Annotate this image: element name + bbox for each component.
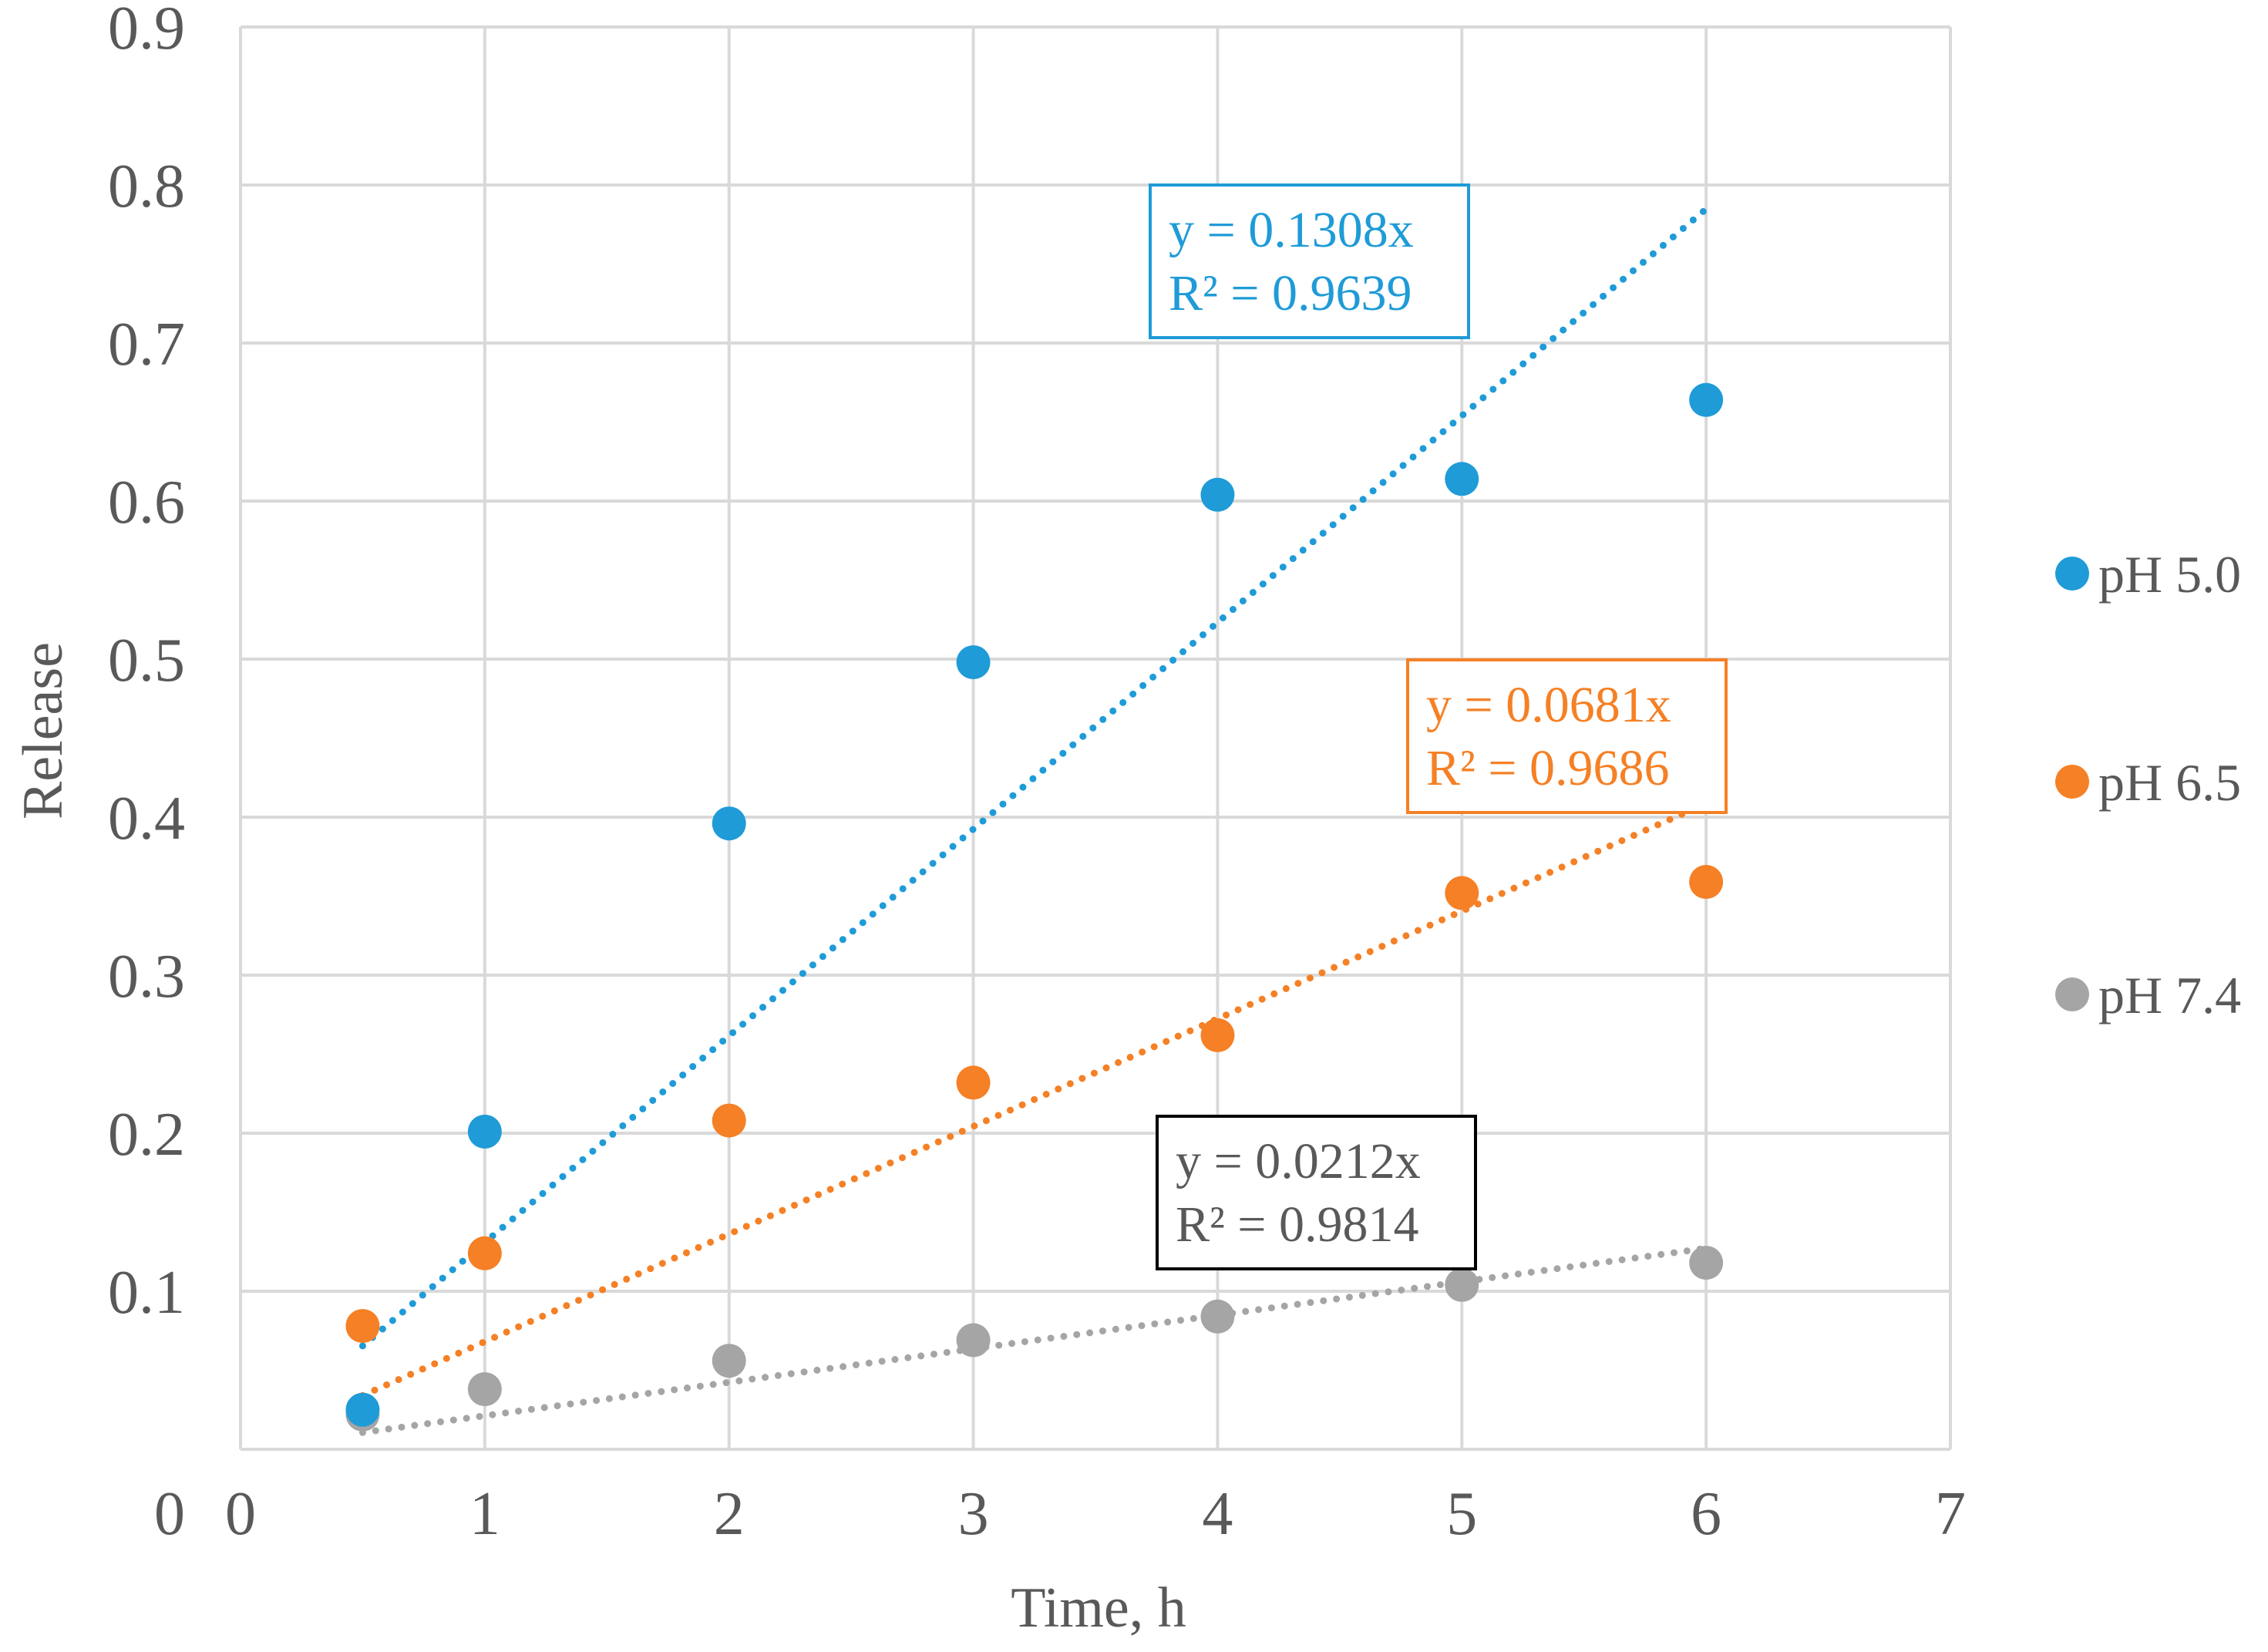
data-point [345, 1392, 380, 1427]
trendlines [358, 205, 1710, 1436]
y-tick-label: 0.9 [108, 0, 185, 62]
data-point [956, 1065, 991, 1100]
x-tick-label: 3 [958, 1480, 989, 1548]
data-point [1445, 876, 1479, 910]
y-tick-label: 0.4 [108, 785, 185, 853]
data-points [345, 382, 1724, 1432]
y-tick-label: 0.2 [108, 1101, 185, 1169]
data-point [1445, 462, 1479, 496]
data-point [712, 806, 746, 841]
y-tick-label: 0.5 [108, 627, 185, 695]
trendline [358, 205, 1710, 1350]
legend-label: pH 6.5 [2098, 753, 2241, 812]
equation-box [1149, 183, 1470, 339]
data-point [712, 1103, 746, 1138]
trendline-r-squared: R² = 0.9814 [1176, 1196, 1419, 1253]
legend-marker [2055, 977, 2089, 1011]
data-point [1445, 1267, 1479, 1302]
y-tick-label: 0.6 [108, 469, 185, 537]
y-tick-label: 0.7 [108, 311, 185, 379]
trendline-equation: y = 0.1308x [1169, 202, 1414, 258]
trendline-r-squared: R² = 0.9686 [1426, 740, 1670, 796]
y-tick-label: 0.1 [108, 1259, 185, 1327]
y-tick-label: 0.8 [108, 153, 185, 220]
trendline [358, 799, 1710, 1399]
x-tick-label: 0 [225, 1480, 256, 1548]
y-tick-label: 0.3 [108, 943, 185, 1011]
x-tick-label: 1 [469, 1480, 500, 1548]
trendline-equation: y = 0.0212x [1176, 1133, 1421, 1189]
data-point [956, 1323, 991, 1358]
legend: pH 5.0 pH 6.5 pH 7.4 [2055, 545, 2241, 1025]
legend-marker [2055, 765, 2089, 799]
data-point [1689, 382, 1724, 417]
data-point [1200, 477, 1235, 512]
data-point [1200, 1018, 1235, 1052]
data-point [467, 1114, 502, 1149]
data-point [467, 1236, 502, 1270]
y-axis-title: Release [12, 642, 75, 819]
x-tick-label: 6 [1691, 1480, 1721, 1548]
legend-label: pH 5.0 [2098, 545, 2241, 604]
data-point [956, 645, 991, 680]
x-tick-label: 2 [714, 1480, 745, 1548]
legend-marker [2055, 557, 2089, 590]
y-tick-label: 0 [154, 1480, 185, 1548]
data-point [1200, 1299, 1235, 1334]
equation-box [1156, 1115, 1477, 1270]
x-tick-label: 7 [1935, 1480, 1966, 1548]
x-tick-label: 5 [1446, 1480, 1477, 1548]
axes: 0 1 2 3 4 5 6 7 0 0.1 0.2 0.3 0.4 0.5 0.6 0.7 0.8 0.9 [108, 0, 1966, 1548]
x-tick-label: 4 [1202, 1480, 1233, 1548]
data-point [345, 1309, 380, 1344]
x-axis-title: Time, h [1011, 1576, 1186, 1640]
trendline-equation: y = 0.0681x [1426, 677, 1671, 733]
equation-box [1406, 658, 1728, 814]
data-point [1689, 1246, 1724, 1280]
trendline-r-squared: R² = 0.9639 [1169, 265, 1412, 321]
data-point [467, 1372, 502, 1407]
legend-label: pH 7.4 [2098, 966, 2241, 1025]
trendline [358, 1244, 1710, 1436]
data-point [1689, 865, 1724, 900]
data-point [712, 1344, 746, 1378]
trendline-equations: y = 0.1308x R² = 0.9639 y = 0.0681x R² = 0.… [1149, 183, 1728, 1270]
